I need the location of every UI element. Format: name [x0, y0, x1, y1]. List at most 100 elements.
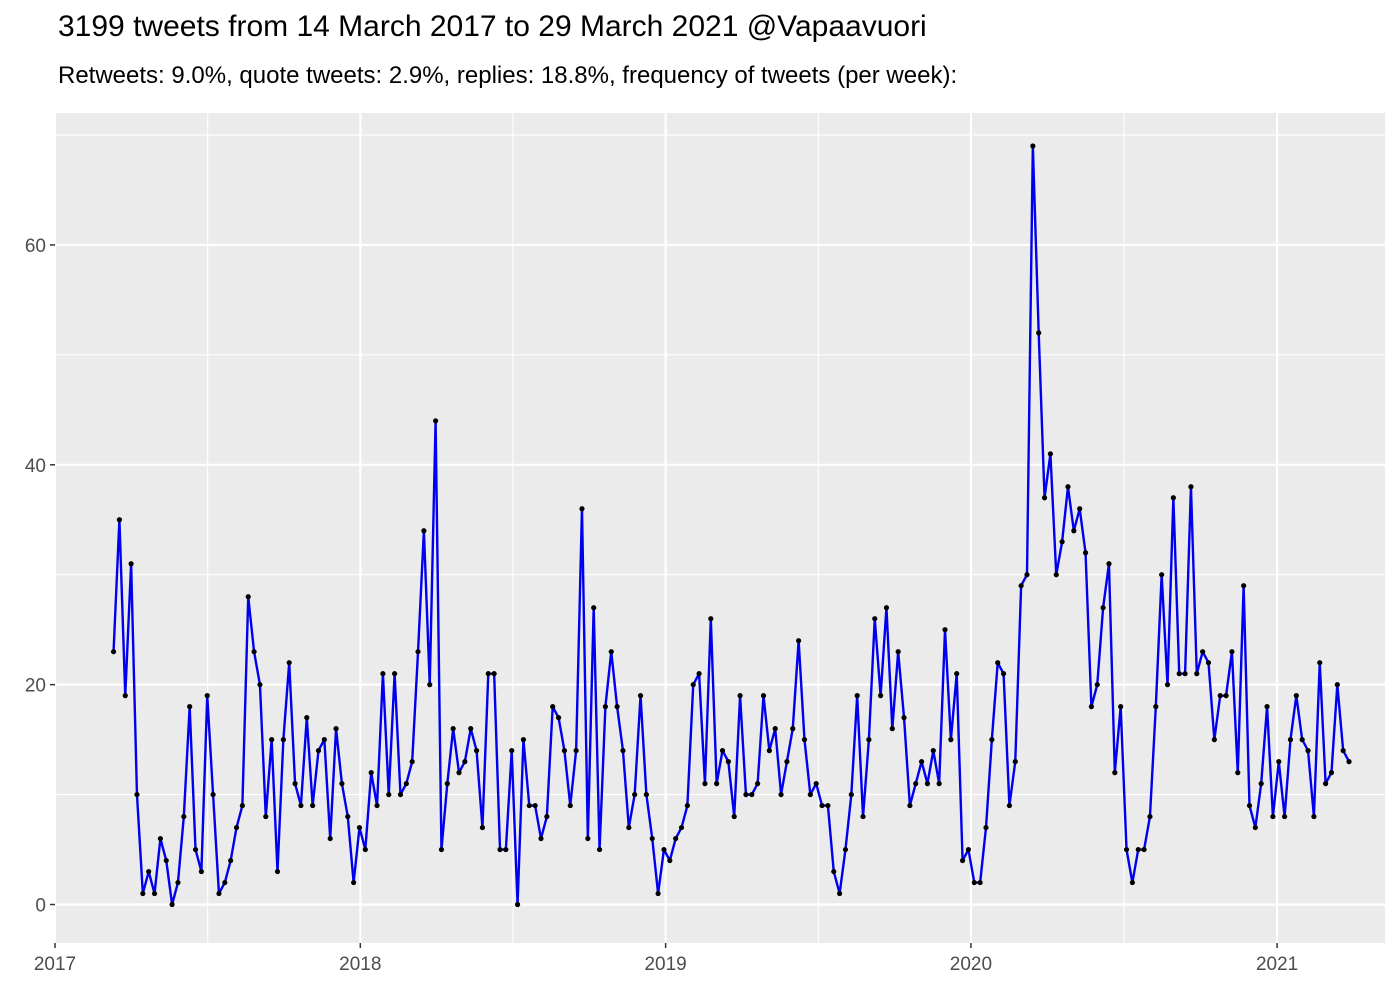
- data-point: [362, 846, 368, 853]
- data-point: [526, 802, 532, 809]
- x-tick-label: 2020: [950, 954, 992, 975]
- data-point: [245, 594, 251, 600]
- data-point: [163, 857, 169, 864]
- y-tick-label: 60: [25, 236, 46, 257]
- data-point: [251, 649, 257, 655]
- data-point: [620, 748, 626, 754]
- data-point: [749, 791, 755, 798]
- data-point: [959, 857, 966, 864]
- data-point: [948, 737, 954, 743]
- data-point: [345, 813, 351, 820]
- data-point: [1106, 561, 1112, 567]
- data-point: [889, 726, 895, 732]
- data-point: [351, 879, 357, 886]
- data-point: [971, 879, 977, 886]
- data-point: [1223, 693, 1229, 699]
- data-point: [550, 704, 556, 710]
- data-point: [544, 813, 550, 820]
- data-point: [1159, 572, 1165, 578]
- data-point: [1012, 759, 1018, 765]
- data-point: [421, 528, 427, 534]
- data-point: [286, 660, 292, 666]
- data-point: [661, 846, 667, 853]
- data-point: [216, 890, 222, 897]
- data-point: [1118, 704, 1124, 710]
- data-point: [1299, 737, 1305, 743]
- data-point: [918, 759, 925, 765]
- data-point: [1200, 649, 1206, 655]
- data-point: [509, 748, 515, 754]
- data-point: [110, 649, 117, 655]
- y-tick-label: 40: [25, 456, 46, 477]
- data-point: [930, 748, 936, 754]
- data-point: [397, 791, 404, 798]
- data-point: [801, 737, 808, 743]
- data-point: [719, 748, 726, 754]
- data-point: [140, 890, 146, 897]
- data-point: [116, 517, 123, 523]
- x-tick-label: 2018: [339, 954, 381, 975]
- data-point: [438, 846, 445, 853]
- data-point: [848, 791, 854, 798]
- data-point: [878, 693, 884, 699]
- x-tick-label: 2017: [34, 954, 76, 975]
- data-point: [1024, 572, 1030, 578]
- data-point: [1276, 759, 1282, 765]
- data-point: [497, 846, 503, 853]
- data-point: [1334, 682, 1340, 688]
- data-point: [1282, 813, 1288, 820]
- data-point: [181, 813, 187, 820]
- data-point: [760, 693, 767, 699]
- data-point: [392, 671, 398, 677]
- data-point: [263, 813, 269, 820]
- data-point: [1053, 572, 1059, 578]
- data-point: [175, 879, 181, 886]
- data-point: [790, 726, 796, 732]
- data-point: [292, 781, 298, 787]
- data-point: [479, 824, 486, 831]
- data-point: [321, 737, 327, 743]
- data-point: [532, 802, 538, 809]
- data-point: [1194, 671, 1200, 677]
- data-point: [901, 715, 907, 721]
- data-point: [468, 726, 474, 732]
- chart-title: 3199 tweets from 14 March 2017 to 29 Mar…: [58, 10, 927, 43]
- data-point: [1229, 649, 1235, 655]
- data-point: [872, 616, 878, 622]
- data-point: [1258, 781, 1264, 787]
- data-point: [298, 802, 304, 809]
- data-point: [1235, 770, 1241, 776]
- data-point: [913, 781, 919, 787]
- data-point: [1112, 770, 1118, 776]
- data-point: [456, 770, 462, 776]
- data-point: [1293, 693, 1299, 699]
- data-point: [883, 605, 890, 611]
- data-point: [784, 759, 790, 765]
- data-point: [567, 802, 573, 809]
- data-point: [778, 791, 784, 798]
- data-point: [854, 693, 860, 699]
- data-point: [561, 748, 568, 754]
- data-point: [1305, 748, 1311, 754]
- data-point: [555, 715, 562, 721]
- data-point: [538, 835, 544, 842]
- data-point: [1270, 813, 1276, 820]
- data-point: [626, 824, 632, 831]
- data-point: [954, 671, 960, 677]
- data-point: [1088, 704, 1094, 710]
- data-point: [1340, 748, 1346, 754]
- data-point: [737, 693, 743, 699]
- data-point: [1317, 660, 1323, 666]
- data-point: [1241, 583, 1247, 589]
- data-point: [1030, 143, 1036, 149]
- data-point: [1059, 539, 1065, 545]
- data-point: [743, 791, 749, 798]
- data-point: [356, 824, 363, 831]
- data-point: [608, 649, 614, 655]
- data-point: [1311, 813, 1317, 820]
- data-point: [368, 770, 374, 776]
- data-point: [427, 682, 433, 688]
- data-point: [1000, 671, 1007, 677]
- data-point: [146, 868, 152, 875]
